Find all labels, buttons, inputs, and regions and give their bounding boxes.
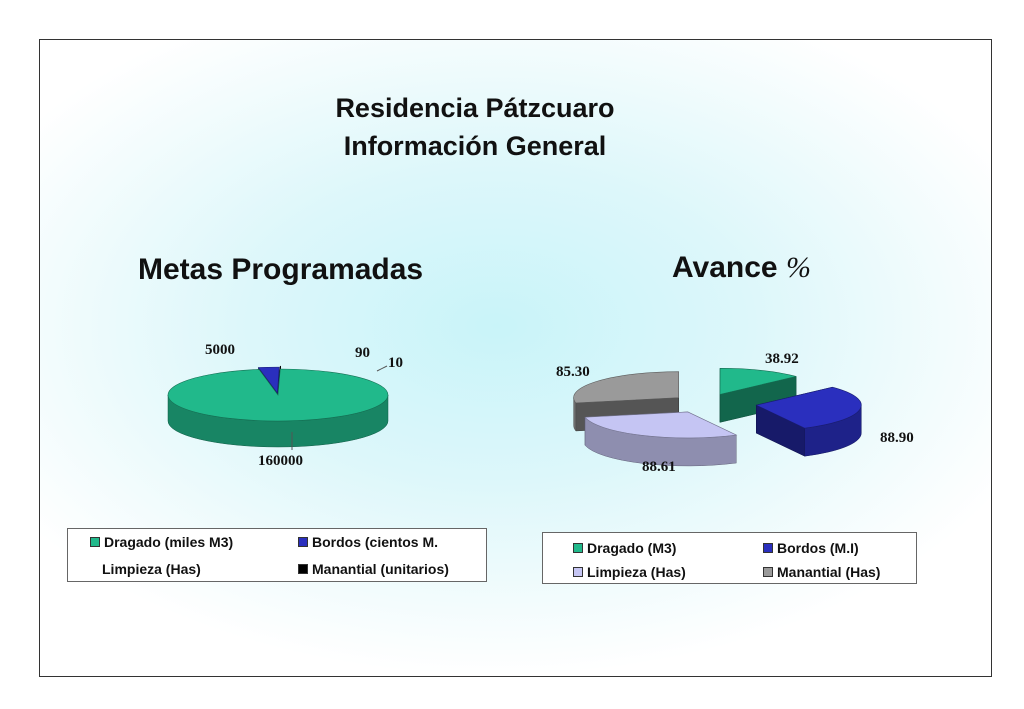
legend-label: Limpieza (Has) bbox=[102, 561, 201, 577]
pie-group bbox=[573, 368, 862, 467]
legend-item-dragado: Dragado (miles M3) bbox=[90, 534, 233, 550]
legend-swatch bbox=[763, 567, 773, 578]
legend-swatch bbox=[573, 543, 583, 554]
pie-slice-0 bbox=[719, 368, 797, 423]
legend-swatch bbox=[298, 537, 308, 548]
chart-title-avance: Avance % bbox=[672, 251, 811, 285]
legend-metas: Dragado (miles M3) Bordos (cientos M. Li… bbox=[67, 528, 487, 582]
legend-label: Manantial (Has) bbox=[777, 564, 881, 580]
legend-item-limpieza: Limpieza (Has) bbox=[573, 564, 686, 580]
data-label: 85.30 bbox=[556, 364, 590, 380]
legend-item-manantial: Manantial (Has) bbox=[763, 564, 880, 580]
page-title-line-2: Información General bbox=[343, 131, 607, 161]
pie-chart-metas: 160000 5000 90 10 38.92 88.90 88.61 85.30 bbox=[167, 342, 914, 475]
legend-item-manantial: Manantial (unitarios) bbox=[298, 561, 449, 577]
legend-swatch bbox=[763, 543, 773, 554]
legend-label: Manantial (unitarios) bbox=[312, 561, 449, 577]
data-label: 10 bbox=[388, 355, 403, 371]
legend-label: Bordos (cientos M. bbox=[312, 534, 439, 550]
percent-symbol: % bbox=[785, 251, 811, 284]
data-label: 5000 bbox=[205, 342, 235, 358]
page-title-line-1: Residencia Pátzcuaro bbox=[335, 93, 615, 123]
pie-group bbox=[167, 365, 389, 448]
legend-swatch bbox=[573, 567, 583, 578]
data-label: 88.61 bbox=[642, 459, 676, 475]
pie-slice-2 bbox=[584, 411, 738, 467]
data-label: 38.92 bbox=[765, 351, 799, 367]
legend-item-dragado: Dragado (M3) bbox=[573, 540, 676, 556]
data-label: 160000 bbox=[258, 453, 303, 469]
data-label: 88.90 bbox=[880, 430, 914, 446]
chart-title-avance-text: Avance bbox=[672, 251, 786, 284]
legend-label: Limpieza (Has) bbox=[587, 564, 686, 580]
legend-label: Bordos (M.I) bbox=[777, 540, 859, 556]
chart-title-metas: Metas Programadas bbox=[138, 253, 424, 286]
legend-swatch bbox=[298, 564, 308, 575]
data-label: 90 bbox=[355, 345, 370, 361]
legend-swatch bbox=[90, 537, 100, 548]
legend-avance: Dragado (M3) Bordos (M.I) Limpieza (Has)… bbox=[542, 532, 917, 584]
legend-item-bordos: Bordos (M.I) bbox=[763, 540, 859, 556]
pie-slice-1 bbox=[755, 386, 862, 457]
slide: Residencia Pátzcuaro Información General… bbox=[39, 39, 992, 677]
legend-item-bordos: Bordos (cientos M. bbox=[298, 534, 438, 550]
pie-slice-0 bbox=[167, 368, 389, 448]
legend-label: Dragado (miles M3) bbox=[104, 534, 234, 550]
legend-item-limpieza: Limpieza (Has) bbox=[102, 561, 201, 577]
data-label-leader bbox=[376, 365, 388, 372]
legend-label: Dragado (M3) bbox=[587, 540, 677, 556]
